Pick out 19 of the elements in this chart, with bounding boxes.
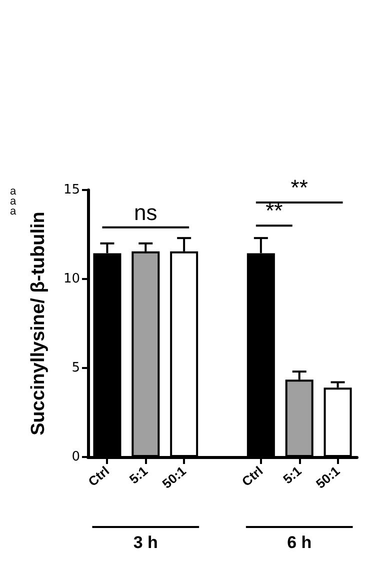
text: a	[10, 196, 17, 208]
text: 3 h	[133, 533, 158, 552]
text: 6 h	[287, 533, 312, 552]
x-tick-label: Ctrl	[85, 463, 112, 490]
x-tick-label: 50:1	[159, 463, 189, 492]
y-tick-label: 10	[63, 272, 80, 286]
y-axis-title: Succinyllysine/ β-tubulin	[28, 212, 49, 436]
annotation: ns	[134, 200, 158, 225]
y-tick-label: 5	[72, 360, 80, 376]
annotation: **	[266, 198, 284, 224]
y-tick-label: 0	[72, 450, 80, 464]
x-tick-label: 5:1	[126, 463, 150, 487]
text: a	[10, 186, 17, 198]
x-tick-label: Ctrl	[238, 463, 266, 490]
x-tick-label: 5:1	[280, 463, 304, 487]
y-tick-label: 15	[63, 182, 80, 198]
annotation: **	[290, 174, 308, 200]
x-tick-label: 50:1	[313, 463, 343, 492]
text: a	[10, 206, 17, 218]
